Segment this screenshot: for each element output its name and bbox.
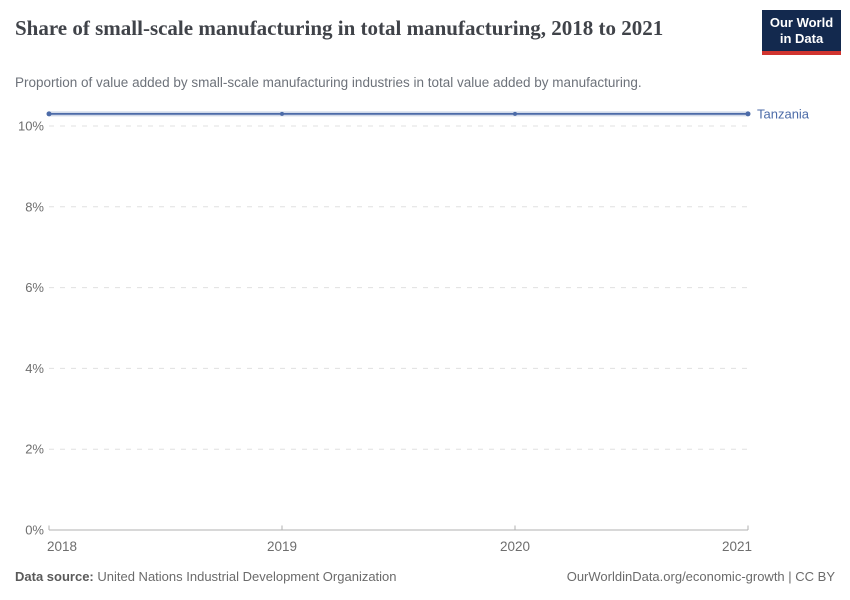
y-tick-label-0: 0% xyxy=(25,523,44,538)
x-tick-label-2019: 2019 xyxy=(267,539,297,554)
entity-label-tanzania[interactable]: Tanzania xyxy=(757,106,810,121)
owid-logo-line2: in Data xyxy=(779,31,824,46)
data-source-label: Data source: xyxy=(15,569,94,584)
owid-logo-line1: Our World xyxy=(769,15,834,30)
x-tick-label-2021: 2021 xyxy=(722,539,752,554)
data-point-tanzania-2018 xyxy=(46,111,52,117)
data-point-tanzania-2020 xyxy=(513,111,517,116)
chart-title: Share of small-scale manufacturing in to… xyxy=(15,16,664,40)
chart-subtitle: Proportion of value added by small-scale… xyxy=(15,75,642,90)
y-tick-label-4: 4% xyxy=(25,361,44,376)
y-tick-label-10: 10% xyxy=(18,119,44,134)
owid-logo[interactable]: Our World in Data xyxy=(762,10,841,55)
credit-link[interactable]: OurWorldinData.org/economic-growth | CC … xyxy=(566,569,835,584)
y-tick-label-6: 6% xyxy=(25,280,44,295)
data-point-tanzania-2021 xyxy=(745,111,751,117)
data-source: Data source: United Nations Industrial D… xyxy=(15,569,397,584)
data-source-text: United Nations Industrial Development Or… xyxy=(93,569,397,584)
x-tick-label-2018: 2018 xyxy=(47,539,77,554)
y-tick-label-8: 8% xyxy=(25,199,44,214)
y-tick-label-2: 2% xyxy=(25,442,44,457)
chart-footer: Data source: United Nations Industrial D… xyxy=(15,569,835,584)
x-tick-label-2020: 2020 xyxy=(500,539,530,554)
data-point-tanzania-2019 xyxy=(280,111,284,116)
